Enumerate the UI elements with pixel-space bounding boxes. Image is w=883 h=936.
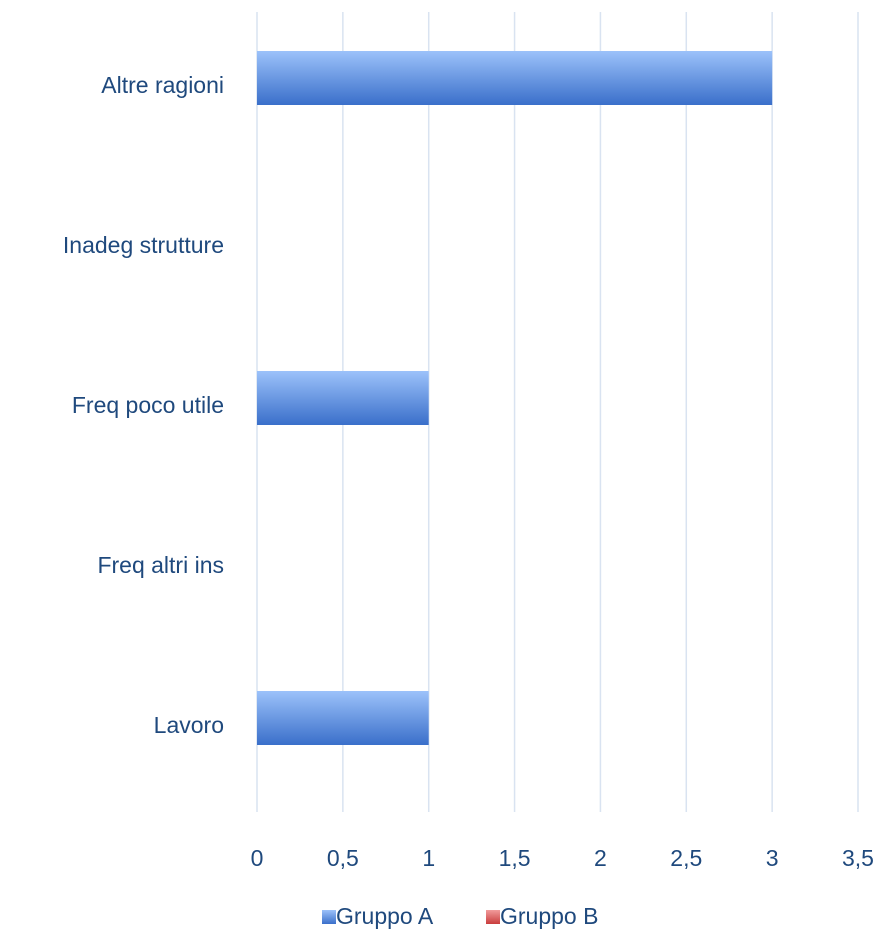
x-tick-label: 3,5 — [842, 845, 874, 871]
x-axis-tick-labels: 0 0,5 1 1,5 2 2,5 3 3,5 — [251, 845, 874, 871]
legend-swatch — [322, 910, 336, 924]
x-tick-label: 1,5 — [499, 845, 531, 871]
bar-gruppo-a — [257, 691, 429, 745]
x-tick-label: 0,5 — [327, 845, 359, 871]
x-tick-label: 3 — [766, 845, 779, 871]
legend: Gruppo A Gruppo B — [322, 903, 598, 929]
category-label: Freq altri ins — [97, 552, 224, 578]
legend-item: Gruppo B — [486, 903, 598, 929]
legend-label: Gruppo A — [336, 903, 434, 929]
legend-label: Gruppo B — [500, 903, 598, 929]
bar-gruppo-a — [257, 371, 429, 425]
legend-item: Gruppo A — [322, 903, 434, 929]
category-labels: Lavoro Freq altri ins Freq poco utile Inade… — [63, 72, 224, 738]
category-label: Altre ragioni — [101, 72, 224, 98]
x-tick-label: 1 — [422, 845, 435, 871]
x-tick-label: 0 — [251, 845, 264, 871]
x-tick-label: 2,5 — [670, 845, 702, 871]
category-label: Freq poco utile — [72, 392, 224, 418]
bars — [257, 51, 773, 745]
bar-gruppo-a — [257, 51, 773, 105]
category-label: Inadeg strutture — [63, 232, 224, 258]
legend-swatch — [486, 910, 500, 924]
category-label: Lavoro — [154, 712, 224, 738]
x-tick-label: 2 — [594, 845, 607, 871]
